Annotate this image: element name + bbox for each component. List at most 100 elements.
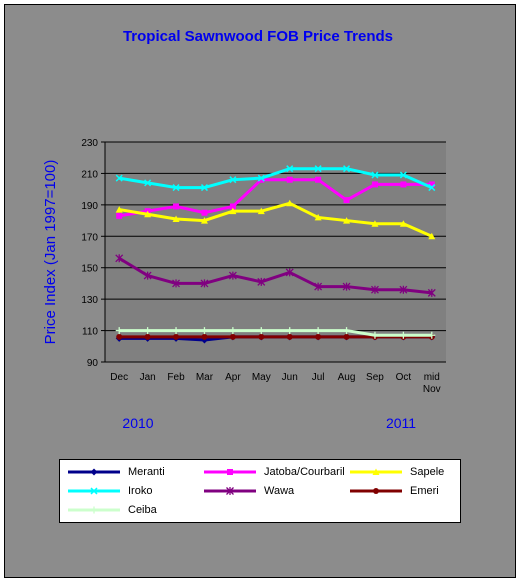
data-point-iroko [314, 165, 322, 173]
y-tick-label: 130 [81, 295, 98, 306]
legend-label-meranti: Meranti [128, 466, 165, 478]
x-tick-label: Apr [225, 372, 241, 383]
legend-marker-sapele [372, 468, 380, 475]
legend-label-jatoba-courbaril: Jatoba/Courbaril [264, 466, 345, 478]
data-point-ceiba [144, 327, 152, 335]
data-point-wawa [370, 285, 379, 294]
legend-item-jatoba-courbaril: Jatoba/Courbaril [202, 464, 345, 480]
data-point-ceiba [200, 327, 208, 335]
data-point-sapele [200, 217, 208, 224]
data-point-emeri [315, 333, 322, 340]
legend-swatch-wawa [204, 487, 256, 495]
y-tick-label: 110 [82, 327, 98, 338]
data-point-ceiba [172, 327, 180, 335]
data-point-jatoba-courbaril [229, 203, 236, 210]
data-point-ceiba [343, 327, 351, 335]
data-point-sapele [428, 232, 436, 240]
data-point-sapele [229, 207, 237, 215]
legend-marker-emeri [373, 488, 379, 494]
data-point-wawa [115, 254, 124, 263]
x-tick-label: Oct [396, 372, 412, 383]
x-tick-label: May [252, 372, 271, 383]
data-point-jatoba-courbaril [428, 181, 435, 188]
legend-marker-wawa [226, 487, 234, 495]
data-point-ceiba [428, 331, 436, 339]
data-point-wawa [427, 288, 436, 297]
legend-swatch-ceiba [68, 506, 120, 514]
legend-swatch-sapele [350, 468, 402, 475]
data-point-sapele [371, 220, 379, 227]
y-tick-label: 210 [81, 169, 98, 180]
series-iroko [115, 165, 436, 192]
legend-item-meranti: Meranti [66, 464, 165, 480]
series-jatoba-courbaril [116, 176, 435, 219]
legend-item-ceiba: Ceiba [66, 502, 157, 518]
data-point-sapele [314, 213, 322, 221]
data-point-iroko [428, 184, 436, 192]
y-tick-label: 230 [81, 138, 98, 149]
data-point-jatoba-courbaril [286, 176, 293, 183]
data-point-wawa [399, 285, 408, 294]
data-point-emeri [201, 333, 208, 340]
legend-marker-iroko [90, 487, 98, 495]
data-point-emeri [343, 333, 350, 340]
data-point-emeri [258, 333, 265, 340]
y-tick-label: 170 [81, 232, 98, 243]
data-point-wawa [143, 271, 152, 280]
x-tick-label: Jan [140, 372, 156, 383]
series-sapele [115, 199, 436, 240]
series-line-wawa [118, 257, 432, 295]
data-point-jatoba-courbaril [315, 176, 322, 183]
data-point-iroko [115, 174, 123, 182]
legend-swatch-jatoba-courbaril [204, 469, 256, 475]
data-point-emeri [116, 333, 123, 340]
data-point-wawa [228, 271, 237, 280]
data-point-iroko [343, 165, 351, 173]
legend-marker-meranti [90, 468, 98, 476]
legend-label-emeri: Emeri [410, 485, 439, 497]
series-emeri [116, 333, 435, 340]
legend-label-ceiba: Ceiba [128, 504, 157, 516]
data-point-ceiba [371, 331, 379, 339]
data-point-emeri [173, 333, 180, 340]
legend-label-iroko: Iroko [128, 485, 153, 497]
x-tick-label: Sep [366, 372, 384, 383]
data-point-iroko [200, 184, 208, 192]
data-point-sapele [172, 215, 180, 222]
year-label-2011: 2011 [386, 415, 416, 431]
data-point-jatoba-courbaril [201, 209, 208, 216]
chart-legend: Meranti Jatoba/Courbaril Sapele Iroko Wawa Em… [59, 459, 461, 523]
legend-marker-ceiba [90, 506, 98, 514]
data-point-jatoba-courbaril [258, 176, 265, 183]
data-point-wawa [314, 282, 323, 291]
x-tick-label: Jun [282, 372, 298, 383]
x-tick-label: Feb [167, 372, 185, 383]
data-point-sapele [343, 217, 351, 224]
data-point-iroko [399, 171, 407, 179]
data-point-iroko [286, 165, 294, 173]
x-tick-label: Jul [312, 372, 325, 383]
data-point-jatoba-courbaril [173, 203, 180, 210]
data-point-sapele [115, 206, 123, 213]
legend-label-sapele: Sapele [410, 466, 445, 478]
y-axis-title: Price Index (Jan 1997=100) [42, 160, 59, 345]
data-point-sapele [144, 210, 152, 218]
chart-title: Tropical Sawnwood FOB Price Trends [122, 28, 394, 45]
data-point-jatoba-courbaril [400, 181, 407, 188]
data-point-ceiba [257, 327, 265, 335]
data-point-wawa [172, 279, 181, 288]
year-label-2010: 2010 [122, 415, 153, 431]
legend-item-iroko: Iroko [66, 483, 152, 499]
data-point-sapele [286, 199, 294, 207]
data-point-wawa [257, 277, 266, 286]
x-tick-label: Dec [110, 372, 128, 383]
legend-item-sapele: Sapele [348, 464, 444, 480]
data-point-emeri [286, 333, 293, 340]
legend-swatch-emeri [350, 488, 402, 494]
x-tick-label: mid Nov [423, 372, 441, 395]
data-point-ceiba [314, 327, 322, 335]
legend-marker-jatoba-courbaril [227, 469, 233, 475]
data-point-iroko [229, 176, 237, 184]
data-point-jatoba-courbaril [343, 197, 350, 204]
